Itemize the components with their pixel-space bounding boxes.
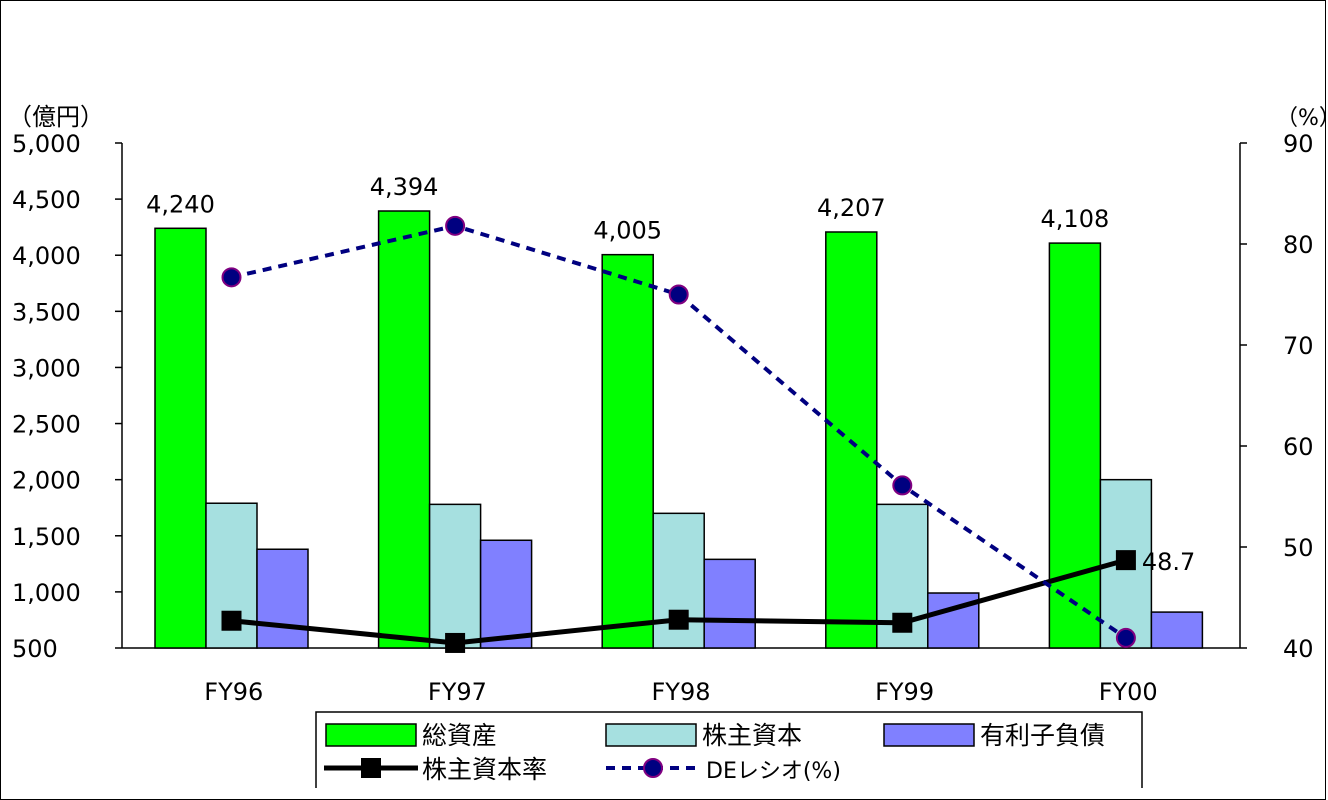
x-tick-label: FY00 [1099,678,1158,706]
x-tick-label: FY97 [428,678,487,706]
bar-data-label: 4,394 [370,173,439,201]
bar-data-label: 4,005 [593,217,662,245]
legend-item-debt: 有利子負債 [883,721,1105,750]
de-ratio-point [445,215,466,236]
equity-ratio-point [1115,550,1136,571]
left-tick-label: 2,000 [12,467,81,495]
bar-data-label: 4,207 [817,194,886,222]
right-axis-label: （%） [1276,106,1328,131]
bar-equity [428,503,482,649]
bar-total-assets [1048,242,1102,649]
right-tick-label: 90 [1283,130,1314,158]
legend-label-equity: 株主資本 [702,721,802,750]
left-tick-label: 1,500 [12,523,81,551]
bar-total-assets [154,227,207,649]
equity-ratio-point [221,610,242,631]
left-tick-label: 4,000 [12,242,81,270]
left-axis-label: （億円） [8,103,104,131]
legend-marker-de-ratio [643,758,663,778]
line-de-ratio [231,223,1128,640]
right-tick-label: 70 [1283,332,1314,360]
left-tick-label: 5,000 [12,130,81,158]
bar-debt [479,539,533,649]
right-tick-label: 50 [1283,534,1314,562]
x-tick-label: FY99 [875,678,934,706]
legend-swatch-equity [605,723,697,747]
legend-box [315,711,1143,788]
equity-ratio-point [668,609,689,630]
de-ratio-point [221,267,242,288]
x-tick-label: FY98 [651,678,710,706]
left-tick-label: 3,000 [12,354,81,382]
de-ratio-point [1115,627,1136,648]
left-tick-label: 3,500 [12,298,81,326]
bar-debt [1150,611,1204,649]
bar-total-assets [601,253,654,649]
legend-label-equity-ratio: 株主資本率 [422,755,547,784]
bar-data-label: 4,240 [146,190,215,218]
equity-ratio-point [892,612,913,633]
legend-item-equity-ratio: 株主資本率 [324,755,547,784]
de-ratio-point [892,475,913,496]
legend-item-total-assets: 総資産 [325,721,497,750]
legend-swatch-debt [883,723,975,747]
bar-debt [703,558,756,649]
left-tick-label: 4,500 [12,186,81,214]
legend-label-de-ratio: DEレシオ(%) [706,759,841,784]
equity-ratio-end-label: 48.7 [1142,548,1195,576]
left-tick-label: 500 [12,635,58,663]
right-tick-label: 60 [1283,433,1314,461]
bar-debt [256,548,309,649]
legend-swatch-total-assets [325,723,417,747]
left-tick-label: 2,500 [12,411,81,439]
x-tick-label: FY96 [204,678,263,706]
legend-item-de-ratio: DEレシオ(%) [606,758,841,784]
bar-total-assets [377,210,431,649]
left-tick-label: 1,000 [12,579,81,607]
legend-marker-equity-ratio [361,758,381,778]
right-tick-label: 80 [1283,231,1314,259]
bar-data-label: 4,108 [1041,205,1110,233]
legend-label-debt: 有利子負債 [980,721,1105,750]
equity-ratio-point [445,632,466,653]
de-ratio-point [668,284,689,305]
legend-item-equity: 株主資本 [605,721,802,750]
legend-label-total-assets: 総資産 [422,721,497,750]
right-tick-label: 40 [1283,635,1314,663]
